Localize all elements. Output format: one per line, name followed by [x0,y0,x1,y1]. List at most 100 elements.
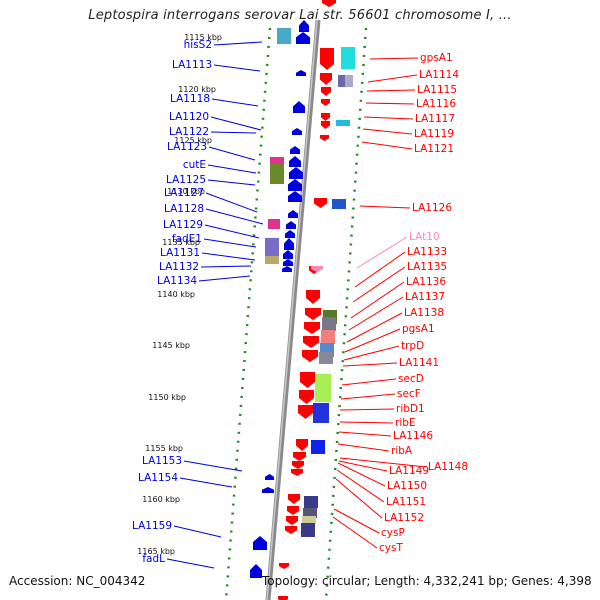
gene-feature-box-4 [345,75,353,87]
gene-label-la1121: LA1121 [414,143,454,155]
leader-line-la1127 [205,192,258,213]
minus-strand-gene-21 [250,564,262,578]
gene-feature-box-20 [304,496,318,508]
minus-strand-gene-7 [289,156,301,167]
ruler-label-1155-kbp: 1155 kbp [145,444,183,453]
minus-strand-gene-2 [296,32,310,44]
right-ruler [324,27,368,600]
leader-line-la1120 [210,116,262,131]
minus-strand-gene-9 [288,179,302,191]
gene-label-la1137: LA1137 [405,291,445,303]
minus-strand-gene-18 [265,474,274,480]
plus-strand-gene-14 [303,336,319,348]
leader-line-ribd1 [339,408,395,411]
gene-feature-box-23 [301,523,315,537]
leader-line-la1154 [179,477,233,488]
genome-backbone-highlight [266,19,318,600]
gene-label-la1129: LA1129 [163,219,203,231]
leader-line-la1133 [354,251,406,288]
plus-strand-gene-24 [287,506,299,515]
leader-line-la1151 [336,469,385,503]
ruler-label-1125-kbp: 1125 kbp [174,136,212,145]
minus-strand-gene-11 [288,210,298,218]
gene-label-la1122: LA1122 [169,126,209,138]
gene-label-la1120: LA1120 [169,111,209,123]
leader-line-la1122 [210,131,257,134]
leader-line-la1115 [366,89,416,92]
plus-strand-gene-21 [292,461,304,469]
minus-strand-gene-12 [286,221,296,229]
gene-label-la1133: LA1133 [407,246,447,258]
gene-feature-box-2 [341,47,355,69]
leader-line-la1131 [201,252,256,261]
gene-label-la1152: LA1152 [384,512,424,524]
plus-strand-gene-27 [279,563,289,569]
minus-strand-gene-17 [282,266,292,272]
plus-strand-gene-16 [300,372,315,388]
leader-line-la1148 [339,457,427,468]
plus-strand-gene-6 [321,113,330,121]
plus-strand-gene-8 [320,135,329,141]
gene-label-la1149: LA1149 [389,465,429,477]
gene-label-ribd1: ribD1 [396,403,425,415]
gene-label-cyst: cysT [379,542,403,554]
leader-line-la1123 [208,146,256,161]
gene-label-la1146: LA1146 [393,430,433,442]
leader-line-la1153 [183,460,243,472]
plus-strand-gene-7 [321,121,330,129]
gene-label-la1154: LA1154 [138,472,178,484]
gene-label-hiss2: hisS2 [184,39,212,51]
minus-strand-gene-1 [299,20,309,32]
left-ruler [224,27,272,600]
plus-strand-gene-1 [322,0,336,7]
gene-label-la1134: LA1134 [157,275,197,287]
gene-feature-box-7 [270,164,284,184]
plus-strand-gene-11 [306,290,320,304]
plus-strand-gene-26 [285,526,297,534]
gene-label-fadl: fadL [142,553,165,565]
ruler-label-1140-kbp: 1140 kbp [157,290,195,299]
ruler-label-1115-kbp: 1115 kbp [184,33,222,42]
leader-line-secf [340,393,396,400]
ruler-label-1160-kbp: 1160 kbp [142,495,180,504]
map-title: Leptospira interrogans serovar Lai str. … [88,8,512,23]
leader-line-la1116 [365,102,415,105]
leader-line-la1159 [173,525,222,538]
plus-strand-gene-13 [304,322,320,334]
ruler-label-1150-kbp: 1150 kbp [148,393,186,402]
gene-label-fade1: fadE1 [172,233,202,245]
minus-strand-gene-13 [285,230,295,238]
leader-line-lat10 [356,236,408,269]
gene-label-la1138: LA1138 [404,307,444,319]
plus-strand-gene-20 [293,452,306,461]
leader-line-gpsa1 [369,57,419,60]
leader-line-la1137 [348,296,404,331]
minus-strand-gene-8 [289,167,303,179]
leader-line-la1138 [346,312,403,343]
minus-strand-gene-19 [262,487,274,493]
gene-label-la1141: LA1141 [399,357,439,369]
minus-strand-gene-3 [296,70,306,76]
gene-label-la1136: LA1136 [406,276,446,288]
leader-line-cyst [332,516,378,549]
plus-strand-gene-12 [305,308,321,320]
leader-line-la1121 [361,141,413,150]
plus-strand-gene-28 [278,596,288,600]
gene-label-cute: cutE [183,159,206,171]
gene-label-la1123: LA1123 [167,141,207,153]
gene-label-la1113: LA1113 [172,59,212,71]
accession-label: Accession: NC_004342 [9,574,146,588]
leader-line-cysp [333,508,380,534]
minus-strand-gene-6 [290,146,300,154]
gene-label-gpsa1: gpsA1 [420,52,453,64]
leader-line-la1119 [362,128,413,135]
ruler-label-1145-kbp: 1145 kbp [152,341,190,350]
gene-label-la1150: LA1150 [387,480,427,492]
leader-line-cute [207,164,257,174]
plus-strand-gene-23 [288,494,300,504]
leader-line-la1152 [335,478,383,519]
ruler-label-1135-kbp: 1135 kbp [162,238,200,247]
gene-label-la1151: LA1151 [386,496,426,508]
leader-line-la1132 [200,265,252,268]
